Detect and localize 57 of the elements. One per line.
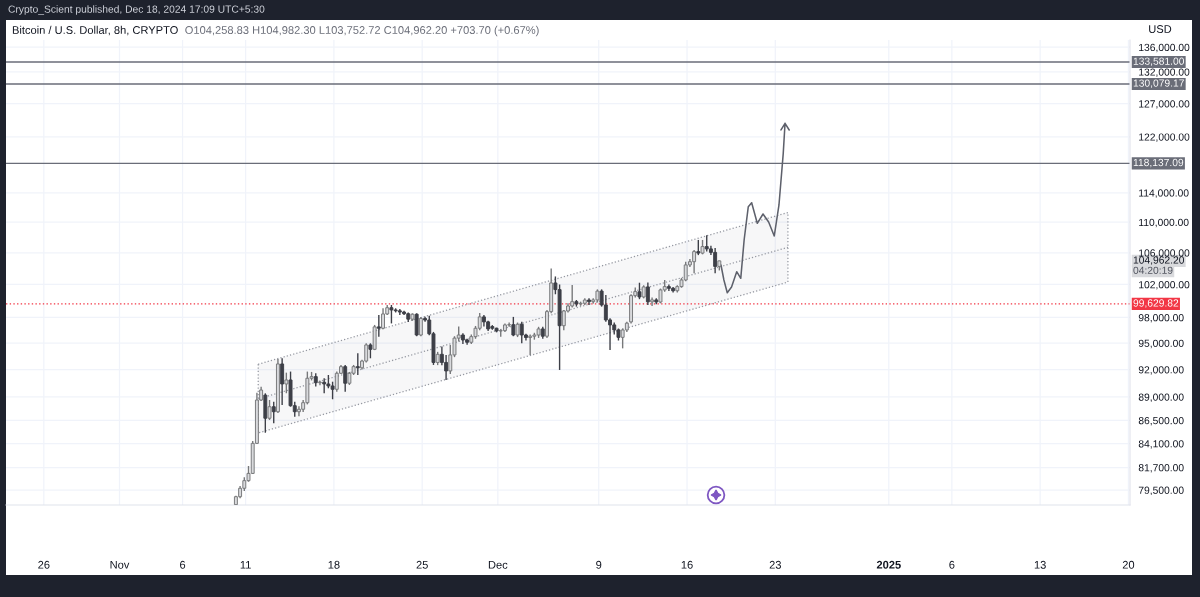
- candlestick: [322, 377, 327, 394]
- x-tick-label: 16: [681, 560, 693, 569]
- candlestick: [334, 370, 339, 393]
- candlestick: [376, 314, 381, 338]
- candlestick: [284, 371, 289, 394]
- candlestick: [280, 357, 285, 406]
- x-tick-label: 9: [596, 560, 602, 569]
- y-tick-label: 89,000.00: [1138, 393, 1184, 402]
- x-tick-label: 20: [1122, 560, 1135, 569]
- y-tick-label: 95,000.00: [1138, 339, 1184, 349]
- candlestick: [343, 364, 348, 393]
- y-axis-title: USD: [1149, 25, 1172, 33]
- y-tick-label: 84,100.00: [1138, 440, 1184, 449]
- x-tick-label: 18: [328, 560, 340, 569]
- x-tick-label: 11: [240, 560, 251, 569]
- y-tick-label: 92,000.00: [1138, 366, 1184, 375]
- candlestick: [519, 321, 524, 344]
- x-tick-label: Dec: [488, 560, 508, 569]
- text: 04:20:19: [1133, 266, 1173, 274]
- ref-line-label: 130,079.17: [1133, 79, 1184, 88]
- y-tick-label: 114,000.00: [1139, 189, 1189, 198]
- y-tick-label: 136,000.00: [1139, 43, 1190, 53]
- text: 104,962.20: [1133, 256, 1185, 265]
- y-tick-label: 79,500.00: [1138, 486, 1184, 496]
- y-tick-label: 132,000.00: [1139, 68, 1190, 77]
- candlestick: [355, 352, 360, 376]
- x-tick-label: 6: [180, 560, 186, 569]
- candlestick: [267, 399, 272, 421]
- y-tick-label: 122,000.00: [1139, 133, 1190, 142]
- y-tick-label: 106,000.00: [1139, 249, 1190, 258]
- y-tick-label: 127,000.00: [1139, 100, 1190, 109]
- y-tick-label: 86,500.00: [1138, 416, 1184, 426]
- candlestick: [263, 392, 268, 434]
- x-tick-label: 23: [769, 560, 781, 569]
- y-tick-label: 110,000.00: [1139, 218, 1189, 228]
- chart-subtitle: O104,258.83 H104,982.30 L103,752.72 C104,962.20 +703.70 (+0.67%): [185, 25, 539, 37]
- candlestick: [645, 281, 650, 306]
- candlestick: [528, 333, 533, 356]
- chart-title: Bitcoin / U.S. Dollar, 8h, CRYPTO: [12, 25, 178, 36]
- candlestick: [271, 400, 276, 424]
- candlestick: [713, 247, 718, 274]
- candlestick: [389, 304, 394, 325]
- x-tick-label: 25: [416, 560, 428, 569]
- candlestick: [692, 249, 697, 274]
- x-tick-label: 13: [1034, 560, 1046, 569]
- candlestick: [372, 324, 377, 351]
- x-tick-label: 2025: [876, 560, 901, 569]
- x-tick-label: 6: [949, 560, 955, 569]
- ref-line-label: 99,629.82: [1133, 299, 1179, 308]
- text: Crypto_Scient published, Dec 18, 2024 17:09 UTC+5:30: [8, 5, 265, 15]
- ref-line-label: 133,581.00: [1133, 57, 1185, 67]
- x-tick-label: 26: [38, 560, 50, 569]
- ref-line-label: 118,137.09: [1133, 158, 1184, 168]
- y-tick-label: 81,700.00: [1138, 464, 1184, 473]
- x-tick-label: Nov: [110, 560, 130, 569]
- y-tick-label: 98,000.00: [1138, 314, 1184, 323]
- y-tick-label: 102,000.00: [1139, 281, 1190, 290]
